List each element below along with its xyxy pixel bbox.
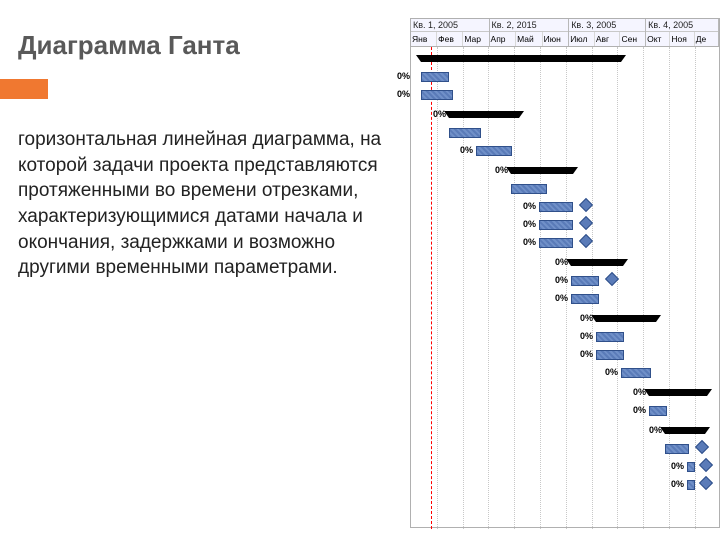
task-row xyxy=(411,439,719,459)
progress-label: 0% xyxy=(671,479,684,489)
task-bar xyxy=(621,368,651,378)
quarter-label: Кв. 3, 2005 xyxy=(569,19,645,32)
gantt-timescale: Кв. 1, 2005ЯнвФевМарКв. 2, 2015АпрМайИюн… xyxy=(411,19,719,47)
month-label: Ноя xyxy=(670,32,694,46)
task-bar xyxy=(649,406,667,416)
progress-label: 0% xyxy=(605,367,618,377)
progress-label: 0% xyxy=(671,461,684,471)
milestone-icon xyxy=(605,272,619,286)
task-row: 0% xyxy=(411,141,719,161)
milestone-icon xyxy=(579,216,593,230)
quarter-group: Кв. 2, 2015АпрМайИюн xyxy=(490,19,570,46)
task-bar xyxy=(665,444,689,454)
task-row: 0% xyxy=(411,327,719,347)
month-label: Июн xyxy=(543,32,569,46)
task-row: 0% xyxy=(411,233,719,253)
task-row: 0% xyxy=(411,457,719,477)
month-label: Фев xyxy=(437,32,463,46)
progress-label: 0% xyxy=(523,237,536,247)
quarter-group: Кв. 3, 2005ИюлАвгСен xyxy=(569,19,646,46)
task-row: 0% xyxy=(411,289,719,309)
month-label: Сен xyxy=(620,32,645,46)
summary-bar xyxy=(511,167,573,174)
month-label: Май xyxy=(516,32,543,46)
progress-label: 0% xyxy=(397,71,410,81)
quarter-label: Кв. 1, 2005 xyxy=(411,19,489,32)
task-bar xyxy=(571,294,599,304)
task-row xyxy=(411,179,719,199)
task-row: 0% xyxy=(411,161,719,181)
progress-label: 0% xyxy=(555,275,568,285)
progress-label: 0% xyxy=(580,349,593,359)
task-row: 0% xyxy=(411,363,719,383)
task-row: 0% xyxy=(411,67,719,87)
task-bar xyxy=(571,276,599,286)
summary-bar xyxy=(421,55,621,62)
summary-bar xyxy=(571,259,623,266)
summary-bar xyxy=(449,111,519,118)
quarter-label: Кв. 4, 2005 xyxy=(646,19,718,32)
task-row xyxy=(411,123,719,143)
text-panel: Диаграмма Ганта горизонтальная линейная … xyxy=(0,0,410,540)
task-row: 0% xyxy=(411,475,719,495)
quarter-group: Кв. 1, 2005ЯнвФевМар xyxy=(411,19,490,46)
task-bar xyxy=(596,332,624,342)
progress-label: 0% xyxy=(555,293,568,303)
quarter-group: Кв. 4, 2005ОктНояДе xyxy=(646,19,719,46)
task-row xyxy=(411,49,719,69)
milestone-icon xyxy=(579,198,593,212)
task-bar xyxy=(421,90,453,100)
slide-title: Диаграмма Ганта xyxy=(18,30,400,61)
progress-label: 0% xyxy=(580,331,593,341)
task-row: 0% xyxy=(411,197,719,217)
summary-bar xyxy=(596,315,656,322)
slide-body: горизонтальная линейная диаграмма, на ко… xyxy=(18,127,400,281)
task-bar xyxy=(421,72,449,82)
task-bar xyxy=(687,462,695,472)
progress-label: 0% xyxy=(633,405,646,415)
milestone-icon xyxy=(695,440,709,454)
task-bar xyxy=(539,202,573,212)
progress-label: 0% xyxy=(523,201,536,211)
task-row: 0% xyxy=(411,401,719,421)
progress-label: 0% xyxy=(523,219,536,229)
month-label: Де xyxy=(695,32,718,46)
summary-bar xyxy=(649,389,707,396)
gantt-chart: Кв. 1, 2005ЯнвФевМарКв. 2, 2015АпрМайИюн… xyxy=(410,18,720,528)
task-bar xyxy=(539,238,573,248)
month-label: Янв xyxy=(411,32,437,46)
summary-bar xyxy=(665,427,705,434)
month-label: Авг xyxy=(595,32,621,46)
task-row: 0% xyxy=(411,421,719,441)
task-row: 0% xyxy=(411,309,719,329)
milestone-icon xyxy=(579,234,593,248)
task-bar xyxy=(687,480,695,490)
month-label: Апр xyxy=(490,32,517,46)
quarter-label: Кв. 2, 2015 xyxy=(490,19,569,32)
milestone-icon xyxy=(699,458,713,472)
task-row: 0% xyxy=(411,271,719,291)
task-bar xyxy=(596,350,624,360)
task-bar xyxy=(539,220,573,230)
gantt-body: 0%0%0%0%0%0%0%0%0%0%0%0%0%0%0%0%0%0%0%0% xyxy=(411,47,719,529)
month-label: Окт xyxy=(646,32,670,46)
task-row: 0% xyxy=(411,345,719,365)
task-bar xyxy=(449,128,481,138)
task-row: 0% xyxy=(411,105,719,125)
task-row: 0% xyxy=(411,85,719,105)
task-bar xyxy=(511,184,547,194)
month-label: Июл xyxy=(569,32,595,46)
task-row: 0% xyxy=(411,215,719,235)
month-label: Мар xyxy=(463,32,488,46)
task-row: 0% xyxy=(411,383,719,403)
accent-bar xyxy=(0,79,48,99)
progress-label: 0% xyxy=(397,89,410,99)
task-bar xyxy=(476,146,512,156)
progress-label: 0% xyxy=(460,145,473,155)
task-row: 0% xyxy=(411,253,719,273)
milestone-icon xyxy=(699,476,713,490)
